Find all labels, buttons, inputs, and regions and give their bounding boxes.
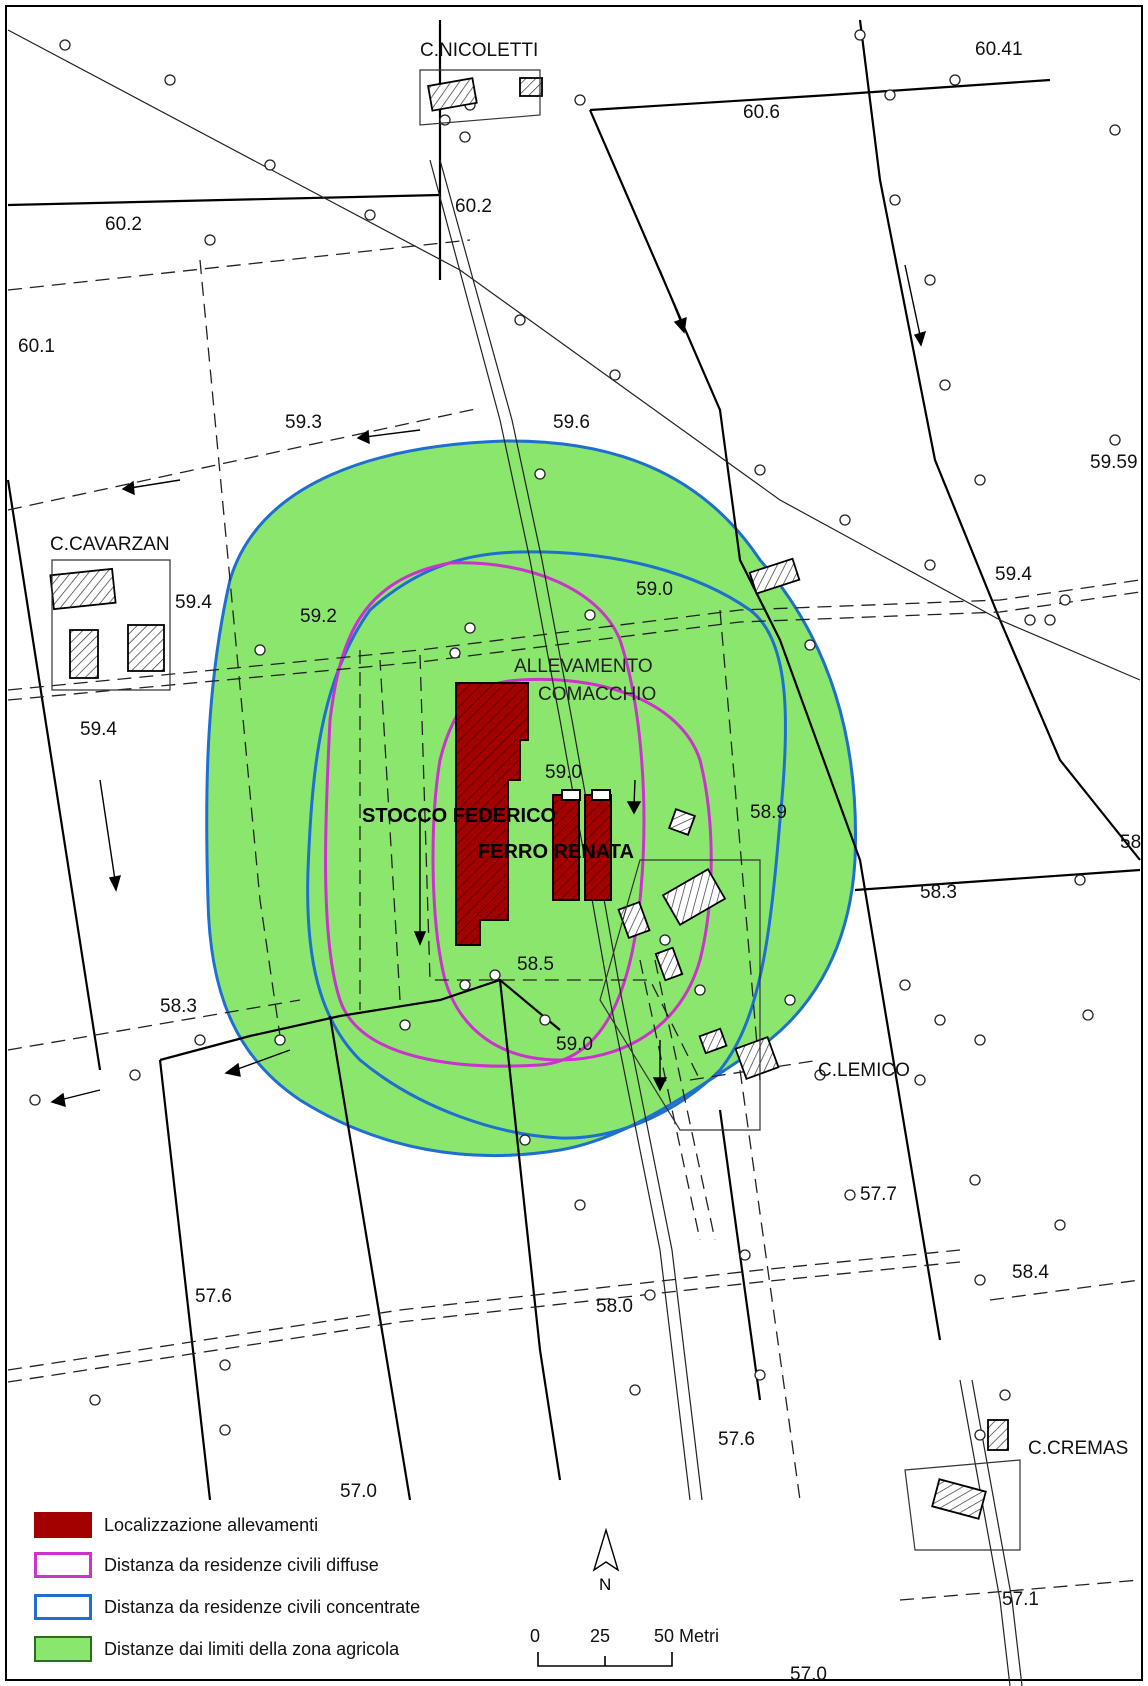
scale-tick-25: 25 [590,1626,611,1646]
elevation-label: 59.0 [545,762,582,783]
farm-buildings [455,682,612,946]
thin-lines [7,29,1141,1686]
elevation-label: 58.9 [750,802,787,823]
survey-points [29,29,1121,1441]
elevation-label: 58.0 [596,1296,633,1317]
scale-bar-line [537,1652,673,1667]
scale-tick-50: 50 Metri [654,1626,720,1646]
elevation-label: 60.2 [105,214,142,235]
elevation-label: 59.0 [556,1034,593,1055]
field-boundaries [6,19,1141,1501]
place-label-c-nicoletti: C.NICOLETTI [420,40,538,61]
elevation-label: 59.2 [300,606,337,627]
farm-label-stocco: STOCCO FEDERICO [362,805,556,827]
place-label-c-cavarzan: C.CAVARZAN [50,534,170,555]
elevation-label: 58.5 [517,954,554,975]
buffer-concentrated-residences [306,550,788,1140]
scale-tick-0: 0 [530,1626,541,1646]
elevation-label: 57.6 [195,1286,232,1307]
legend-swatch-farms [34,1512,92,1538]
legend-item-concentrated: Distanza da residenze civili concentrate [34,1592,420,1622]
buffer-diffuse-residences [324,561,646,1068]
elevation-label: 59.4 [175,592,212,613]
place-label-c-cremas: C.CREMAS [1028,1438,1128,1459]
north-arrow: N [586,1527,626,1598]
legend-label: Distanza da residenze civili diffuse [104,1554,379,1575]
building-outlines [51,69,1021,1551]
legend-item-diffuse: Distanza da residenze civili diffuse [34,1550,379,1580]
elevation-label: 59.0 [636,579,673,600]
elevation-label: 60.6 [743,102,780,123]
elevation-label: 59.4 [80,719,117,740]
map-legend: Localizzazione allevamenti Distanza da r… [24,1500,544,1676]
elevation-label: 59.4 [995,564,1032,585]
legend-label: Distanza da residenze civili concentrate [104,1596,421,1617]
elevation-label: 57.6 [718,1429,755,1450]
elevation-labels: 60.41 60.6 60.2 60.2 60.1 59.3 59.6 59.5… [18,39,1141,1685]
farm-label-ferro: FERRO RENATA [478,841,634,863]
place-label-c-lemico: C.LEMICO [818,1060,910,1081]
place-label-comacchio: COMACCHIO [538,684,656,705]
elevation-label: 58.3 [920,882,957,903]
elevation-label: 58 [1120,832,1141,853]
elevation-label: 60.1 [18,336,55,357]
elevation-label: 58.3 [160,996,197,1017]
legend-label: Distanze dai limiti della zona agricola [104,1638,400,1659]
legend-swatch-agricultural [34,1636,92,1662]
north-arrow-icon: N [592,1527,620,1594]
elevation-label: 60.2 [455,196,492,217]
flow-arrows [50,264,927,1108]
north-label: N [599,1575,611,1594]
legend-swatch-concentrated [34,1594,92,1620]
dashed-lines [7,239,1141,1601]
legend-swatch-diffuse [34,1552,92,1578]
elevation-label: 59.6 [553,412,590,433]
legend-label: Localizzazione allevamenti [104,1514,319,1535]
legend-item-agricultural: Distanze dai limiti della zona agricola [34,1634,399,1664]
place-label-allevamento: ALLEVAMENTO [514,656,653,677]
elevation-label: 60.41 [975,39,1023,60]
elevation-label: 59.3 [285,412,322,433]
elevation-label: 58.4 [1012,1262,1049,1283]
elevation-label: 57.0 [340,1481,377,1502]
elevation-label: 57.7 [860,1184,897,1205]
elevation-label: 57.1 [1002,1589,1039,1610]
scale-bar: 0 25 50 Metri [530,1626,730,1678]
elevation-label: 57.0 [790,1664,827,1685]
buffer-diffuse-inner [431,677,713,1062]
elevation-label: 59.59 [1090,452,1138,473]
legend-item-farms: Localizzazione allevamenti [34,1510,318,1540]
